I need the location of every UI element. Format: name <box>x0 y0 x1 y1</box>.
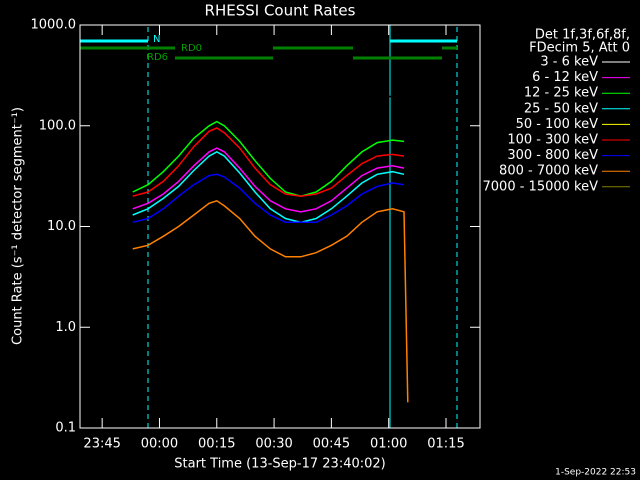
x-tick-label: 00:45 <box>313 437 350 452</box>
legend-label: 7000 - 15000 keV <box>483 179 599 194</box>
annotation: RD0 <box>181 43 202 54</box>
legend-label: 3 - 6 keV <box>540 55 598 70</box>
series-line <box>132 173 405 224</box>
legend-label: 6 - 12 keV <box>532 70 598 85</box>
series-line <box>132 127 405 197</box>
legend-label: 300 - 800 keV <box>507 148 598 163</box>
y-tick-label: 0.1 <box>55 421 76 436</box>
y-tick-label: 100.0 <box>39 118 76 133</box>
series-line <box>132 147 405 213</box>
legend-label: 100 - 300 keV <box>507 133 598 148</box>
x-tick-label: 01:15 <box>427 437 464 452</box>
y-tick-label: 10.0 <box>47 219 76 234</box>
x-tick-label: 23:45 <box>83 437 120 452</box>
legend-label: 25 - 50 keV <box>524 101 598 116</box>
x-axis-label: Start Time (13-Sep-17 23:40:02) <box>174 457 385 472</box>
annotation: RD6 <box>147 52 168 63</box>
series-line <box>132 199 409 403</box>
annotation: N <box>153 34 160 45</box>
timestamp: 1-Sep-2022 22:53 <box>555 468 636 478</box>
x-tick-label: 01:00 <box>370 437 407 452</box>
chart-title: RHESSI Count Rates <box>205 2 356 20</box>
y-axis-label: Count Rate (s⁻¹ detector segment⁻¹) <box>11 107 26 345</box>
legend-label: 12 - 25 keV <box>524 86 598 101</box>
series-line <box>132 95 404 99</box>
series-line <box>132 151 405 224</box>
x-tick-label: 00:30 <box>255 437 292 452</box>
x-tick-label: 00:15 <box>198 437 235 452</box>
x-tick-label: 00:00 <box>141 437 178 452</box>
legend-label: 800 - 7000 keV <box>499 164 598 179</box>
series-line <box>132 120 405 197</box>
legend-header: Det 1f,3f,6f,8f, <box>535 28 630 43</box>
y-tick-label: 1000.0 <box>31 18 77 33</box>
y-tick-label: 1.0 <box>55 320 76 335</box>
legend-label: 50 - 100 keV <box>516 117 599 132</box>
legend-header: FDecim 5, Att 0 <box>529 41 630 56</box>
